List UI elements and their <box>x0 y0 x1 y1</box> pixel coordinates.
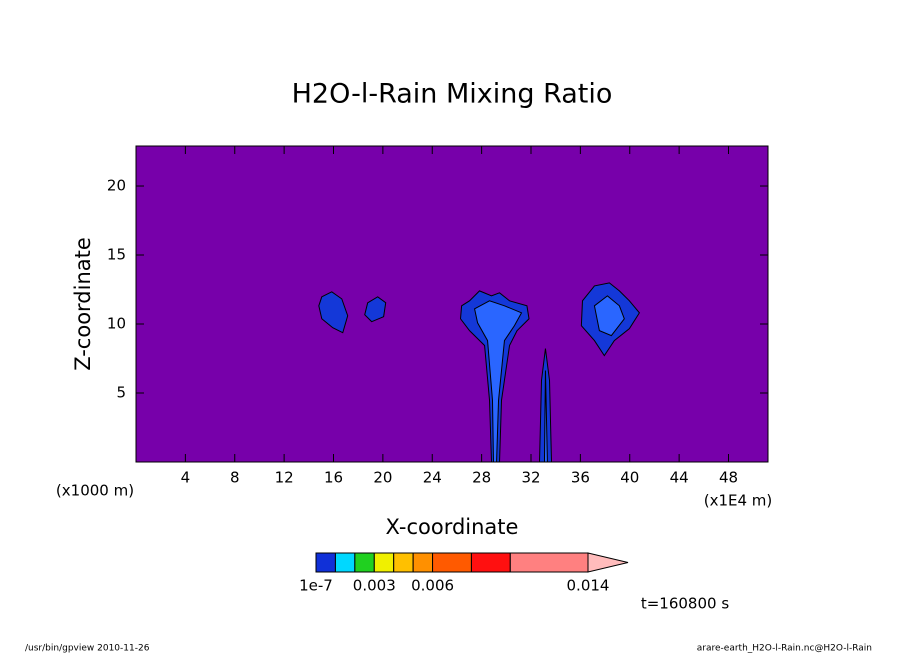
y-unit: (x1000 m) <box>56 482 134 500</box>
colorbar-tick-label: 0.014 <box>567 577 610 595</box>
colorbar-tick-label: 1e-7 <box>299 577 333 595</box>
x-tick-label: 24 <box>423 469 442 487</box>
x-tick-label: 32 <box>521 469 540 487</box>
x-tick-label: 20 <box>373 469 392 487</box>
x-tick-label: 28 <box>472 469 491 487</box>
x-tick-label: 12 <box>275 469 294 487</box>
colorbar-box <box>470 552 511 573</box>
y-axis-label: Z-coordinate <box>71 237 95 371</box>
x-tick-label: 8 <box>230 469 240 487</box>
y-tick-label: 5 <box>116 384 126 402</box>
footer-right: arare-earth_H2O-l-Rain.nc@H2O-l-Rain <box>697 644 872 654</box>
x-tick-label: 44 <box>670 469 689 487</box>
y-tick-label: 15 <box>107 246 126 264</box>
colorbar-box <box>393 552 414 573</box>
colorbar-box <box>334 552 356 573</box>
colorbar-box <box>412 552 434 573</box>
x-tick-label: 40 <box>620 469 639 487</box>
x-tick-label: 4 <box>181 469 191 487</box>
x-tick-label: 16 <box>324 469 343 487</box>
colorbar-box <box>509 552 589 573</box>
x-tick-label: 48 <box>719 469 738 487</box>
plot-background <box>136 146 768 462</box>
colorbar-tick-label: 0.006 <box>411 577 454 595</box>
contour-region <box>318 291 349 334</box>
x-unit: (x1E4 m) <box>704 492 773 510</box>
x-tick-label: 36 <box>571 469 590 487</box>
colorbar-box <box>354 552 375 573</box>
y-tick-label: 10 <box>107 315 126 333</box>
colorbar-box <box>315 552 336 573</box>
colorbar-tick-label: 0.003 <box>353 577 396 595</box>
y-tick-label: 20 <box>107 177 126 195</box>
contour-region <box>474 300 523 463</box>
time-label: t=160800 s <box>641 595 729 613</box>
colorbar-box <box>432 552 472 573</box>
plot-frame <box>135 145 769 463</box>
colorbar-extend <box>587 552 629 573</box>
contour-region <box>364 296 387 323</box>
footer-left: /usr/bin/gpview 2010-11-26 <box>25 644 150 654</box>
contour-region <box>593 295 625 337</box>
x-axis-label: X-coordinate <box>386 515 519 539</box>
chart-title: H2O-l-Rain Mixing Ratio <box>292 79 613 110</box>
colorbar-box <box>373 552 395 573</box>
